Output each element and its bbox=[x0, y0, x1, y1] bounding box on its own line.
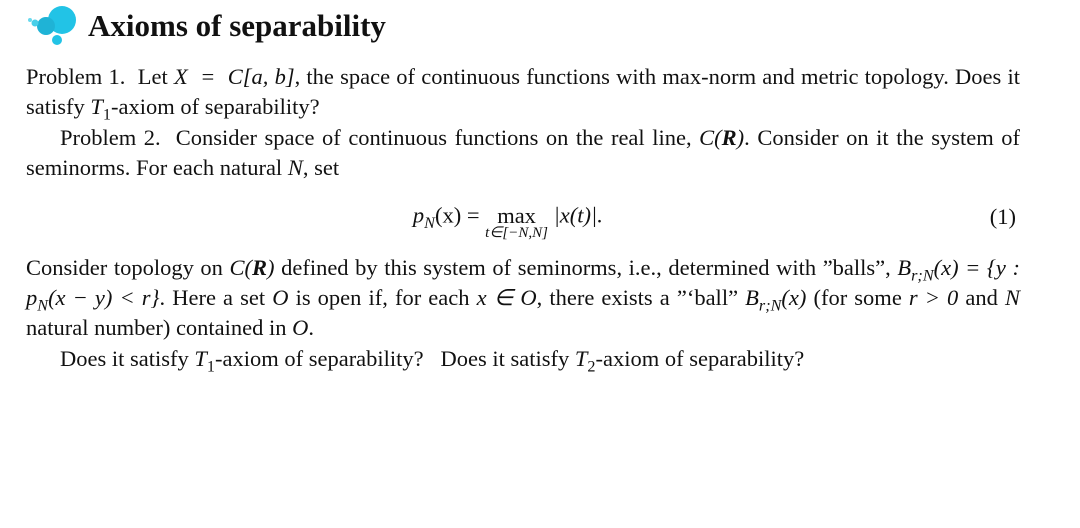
ball-b-1: B bbox=[897, 255, 911, 280]
question-paragraph: Does it satisfy T1-axiom of separability… bbox=[26, 344, 1020, 374]
problem-1: Problem 1. Let X = C[a, b], the space of… bbox=[26, 62, 1020, 121]
eq-p-sub: N bbox=[424, 214, 435, 232]
t-symbol-2: T bbox=[194, 346, 207, 371]
p3-text-f: (for some bbox=[806, 285, 909, 310]
max-label: max bbox=[485, 205, 548, 228]
p4-text-b: -axiom of separability? Does it satisfy bbox=[215, 346, 575, 371]
ball-sub-1: r;N bbox=[911, 267, 934, 285]
c-of-r-1: C(R) bbox=[699, 125, 744, 150]
p1-text-c: -axiom of separability? bbox=[111, 94, 320, 119]
x-in-o: x ∈ O bbox=[477, 285, 537, 310]
ball-b-2: B bbox=[745, 285, 759, 310]
blob-bullet-icon bbox=[26, 4, 80, 48]
p3-text-e: , there exists a ”‘ball” bbox=[537, 285, 746, 310]
max-operator: maxt∈[−N,N] bbox=[485, 205, 548, 242]
equation-number: (1) bbox=[990, 202, 1020, 232]
set-o-1: O bbox=[272, 285, 288, 310]
ball-pn-sub: N bbox=[37, 296, 48, 314]
section-header: Axioms of separability bbox=[26, 4, 1020, 48]
set-o-2: O bbox=[292, 315, 308, 340]
eq-p: p bbox=[413, 202, 424, 227]
cap-n-1: N bbox=[288, 155, 303, 180]
problem-2: Problem 2. Consider space of continuous … bbox=[26, 123, 1020, 182]
p1-text-a: Problem 1. Let bbox=[26, 64, 174, 89]
p3-text-h: natural number) contained in bbox=[26, 315, 292, 340]
eq-of-x: (x) = bbox=[435, 202, 485, 227]
t-sub-1: 1 bbox=[103, 105, 111, 123]
p3-text-i: . bbox=[308, 315, 314, 340]
p3-text-b: defined by this system of seminorms, i.e… bbox=[275, 255, 898, 280]
t-symbol-1: T bbox=[90, 94, 103, 119]
t-symbol-3: T bbox=[575, 346, 588, 371]
t-sub-1b: 1 bbox=[207, 358, 215, 376]
page: Axioms of separability Problem 1. Let X … bbox=[0, 0, 1080, 528]
p4-text-a: Does it satisfy bbox=[60, 346, 194, 371]
t-sub-2: 2 bbox=[587, 358, 595, 376]
expr-x-eq-cab: X = C[a, b] bbox=[174, 64, 295, 89]
max-range: t∈[−N,N] bbox=[485, 226, 548, 241]
section-title: Axioms of separability bbox=[88, 9, 386, 43]
p2-text-c: , set bbox=[303, 155, 339, 180]
equation-body: pN(x) = maxt∈[−N,N] |x(t)|. bbox=[26, 199, 990, 236]
ball-def-3: (x − y) < r} bbox=[48, 285, 159, 310]
c-of-r-2: C(R) bbox=[229, 255, 274, 280]
p3-text-d: is open if, for each bbox=[288, 285, 476, 310]
body-text: Problem 1. Let X = C[a, b], the space of… bbox=[26, 62, 1020, 374]
cap-n-2: N bbox=[1005, 285, 1020, 310]
p3-text-c: . Here a set bbox=[160, 285, 273, 310]
ball-of-x-2: (x) bbox=[781, 285, 806, 310]
r-gt-0: r > 0 bbox=[909, 285, 958, 310]
p3-text-g: and bbox=[958, 285, 1005, 310]
eq-abs-xt: |x(t)|. bbox=[548, 202, 603, 227]
p4-text-c: -axiom of separability? bbox=[596, 346, 805, 371]
ball-sub-2: r;N bbox=[759, 296, 782, 314]
p3-text-a: Consider topology on bbox=[26, 255, 229, 280]
p2-text-a: Problem 2. Consider space of continuous … bbox=[60, 125, 699, 150]
topology-paragraph: Consider topology on C(R) defined by thi… bbox=[26, 253, 1020, 342]
equation-1: pN(x) = maxt∈[−N,N] |x(t)|. (1) bbox=[26, 199, 1020, 236]
